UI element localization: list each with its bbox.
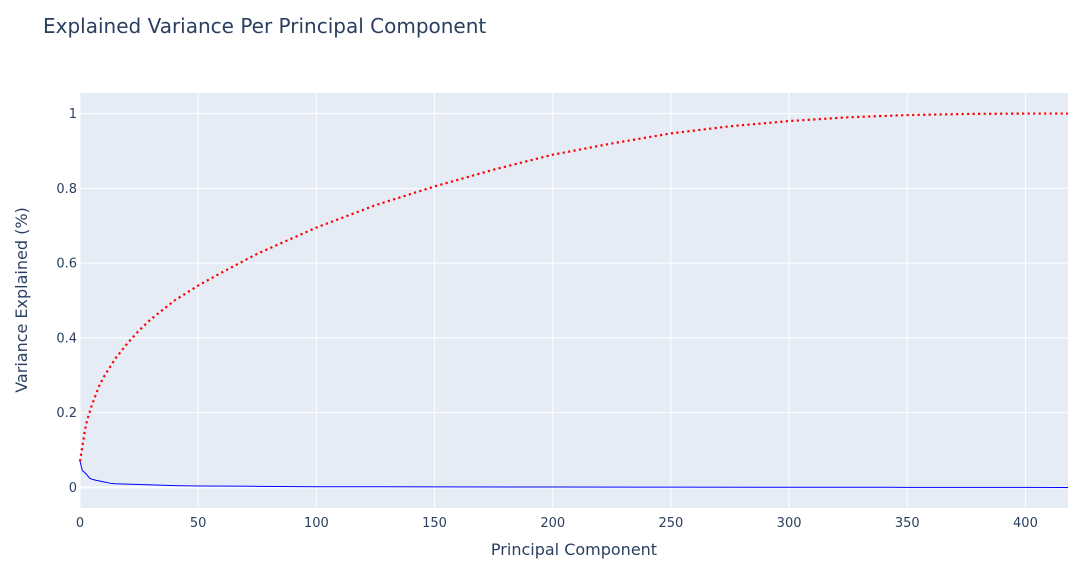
plot-area xyxy=(80,93,1068,508)
x-axis-title: Principal Component xyxy=(491,540,657,559)
cumulative-variance-line xyxy=(78,112,1068,462)
y-tick-label: 1 xyxy=(69,107,77,122)
x-tick-label: 150 xyxy=(422,516,447,531)
y-tick-label: 0.6 xyxy=(56,257,77,272)
x-tick-label: 350 xyxy=(895,516,920,531)
y-axis: 0 0.2 0.4 0.6 0.8 1 xyxy=(56,107,77,496)
y-axis-title: Variance Explained (%) xyxy=(12,207,31,393)
x-tick-label: 200 xyxy=(540,516,565,531)
chart-title: Explained Variance Per Principal Compone… xyxy=(43,14,486,38)
y-tick-label: 0.2 xyxy=(56,406,77,421)
y-tick-label: 0.8 xyxy=(56,182,77,197)
x-axis: 0 50 100 150 200 250 300 350 400 xyxy=(76,516,1038,531)
series-layer xyxy=(78,112,1069,488)
y-tick-label: 0.4 xyxy=(56,331,77,346)
x-tick-label: 100 xyxy=(304,516,329,531)
x-tick-label: 250 xyxy=(658,516,683,531)
x-tick-label: 300 xyxy=(777,516,802,531)
x-tick-label: 0 xyxy=(76,516,84,531)
x-tick-label: 50 xyxy=(190,516,207,531)
individual-variance-line xyxy=(79,461,1069,488)
x-tick-label: 400 xyxy=(1013,516,1038,531)
y-tick-label: 0 xyxy=(69,481,77,496)
